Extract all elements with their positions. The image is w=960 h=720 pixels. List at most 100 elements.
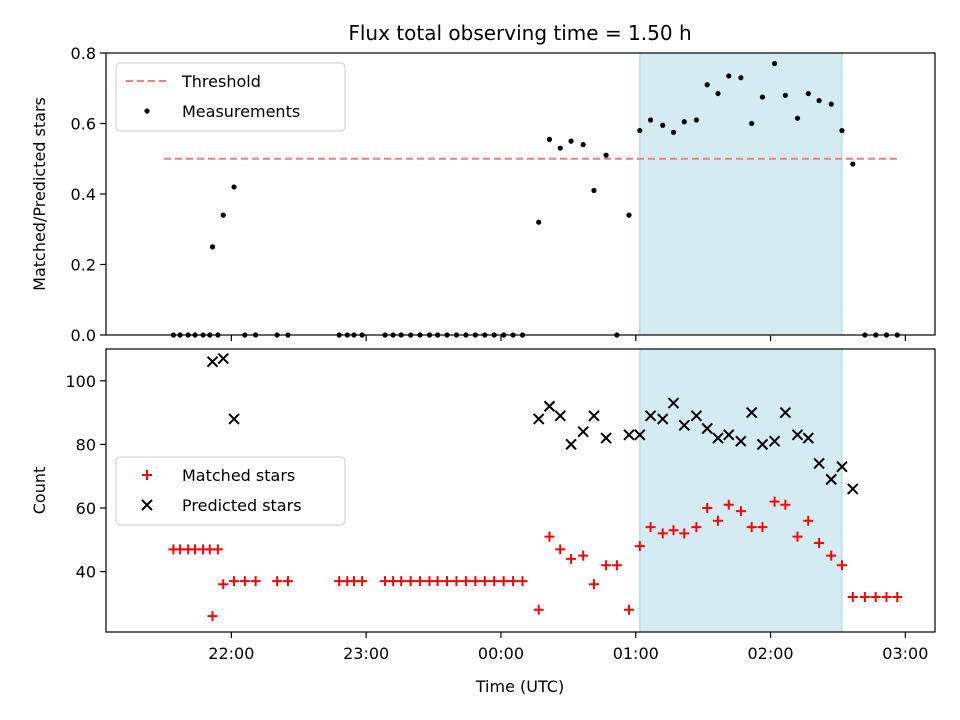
data-point xyxy=(250,576,261,587)
data-point xyxy=(679,528,690,539)
ratio-series-0 xyxy=(170,60,900,338)
count-series-1 xyxy=(206,352,859,495)
data-point xyxy=(881,592,892,603)
data-point xyxy=(749,120,755,127)
data-point xyxy=(557,145,563,151)
data-point xyxy=(892,592,903,603)
data-point xyxy=(791,429,804,441)
data-point xyxy=(470,576,481,587)
x-tick-label: 01:00 xyxy=(613,644,659,663)
data-point xyxy=(813,457,825,470)
data-point xyxy=(239,576,250,587)
data-point xyxy=(546,136,553,142)
data-point xyxy=(489,576,500,587)
data-point xyxy=(745,406,758,419)
data-point xyxy=(712,515,723,526)
data-point xyxy=(702,502,713,513)
legend-label: Threshold xyxy=(181,72,261,91)
data-point xyxy=(578,550,589,561)
data-point xyxy=(660,122,666,128)
data-point xyxy=(588,410,600,422)
data-point xyxy=(746,522,757,533)
data-point xyxy=(836,560,847,571)
data-point xyxy=(231,184,237,190)
data-point xyxy=(667,397,680,409)
x-tick-label: 00:00 xyxy=(478,644,524,663)
count-legend: Matched stars Predicted stars xyxy=(115,456,346,526)
data-point xyxy=(508,576,519,587)
data-point xyxy=(580,142,586,148)
data-point xyxy=(603,152,609,158)
count-panel: 40 60 80 100 22:00 23:00 00:00 01:00 02:00 03:00 C… xyxy=(30,348,936,663)
data-point xyxy=(826,550,837,561)
data-point xyxy=(780,499,791,510)
ratio-y-axis-label: Matched/Predicted stars xyxy=(30,97,49,291)
data-point xyxy=(282,576,293,587)
data-point xyxy=(712,432,724,444)
data-point xyxy=(771,60,778,67)
legend-label: Predicted stars xyxy=(182,496,302,515)
data-point xyxy=(218,579,229,590)
data-point xyxy=(670,129,677,135)
data-point xyxy=(657,413,669,425)
ratio-legend: Threshold Measurements xyxy=(115,62,346,132)
y-tick-label: 80 xyxy=(76,435,96,454)
count-series-0 xyxy=(168,496,903,622)
data-point xyxy=(517,576,528,587)
data-point xyxy=(769,496,780,507)
data-point xyxy=(634,541,645,552)
y-tick-label: 60 xyxy=(76,499,96,518)
legend-predicted-swatch xyxy=(141,499,153,511)
chart-title: Flux total observing time = 1.50 h xyxy=(348,21,691,45)
data-point xyxy=(272,576,283,587)
data-point xyxy=(768,435,781,447)
data-point xyxy=(647,117,654,123)
data-point xyxy=(678,419,690,432)
data-point xyxy=(611,560,622,571)
data-point xyxy=(207,611,218,622)
data-point xyxy=(532,413,545,425)
x-tick-label: 22:00 xyxy=(208,644,254,663)
data-point xyxy=(432,576,443,587)
data-point xyxy=(577,425,589,438)
data-point xyxy=(544,531,555,542)
data-point xyxy=(779,406,792,419)
y-tick-label: 0.4 xyxy=(71,185,96,204)
legend-frame xyxy=(115,62,346,132)
data-point xyxy=(756,438,769,451)
data-point xyxy=(600,432,612,444)
ratio-panel: 0.0 0.2 0.4 0.6 0.8 Matched/Predicted stars Th… xyxy=(30,44,936,345)
data-point xyxy=(828,101,834,107)
data-point xyxy=(792,531,803,542)
x-axis-label: Time (UTC) xyxy=(475,677,564,696)
data-point xyxy=(657,528,668,539)
y-tick-label: 0.0 xyxy=(71,326,96,345)
y-tick-label: 0.8 xyxy=(71,44,96,63)
data-point xyxy=(479,576,490,587)
y-tick-label: 40 xyxy=(76,563,96,582)
data-point xyxy=(624,604,635,615)
data-point xyxy=(217,352,229,365)
data-point xyxy=(814,537,825,548)
data-point xyxy=(554,410,566,422)
data-point xyxy=(836,460,848,473)
data-point xyxy=(690,410,703,422)
legend-label: Measurements xyxy=(182,102,300,121)
data-point xyxy=(691,522,702,533)
ratio-shaded-window xyxy=(639,52,843,336)
data-point xyxy=(566,553,577,564)
data-point xyxy=(229,576,240,587)
data-point xyxy=(212,544,223,555)
data-point xyxy=(209,244,216,250)
data-point xyxy=(847,483,859,495)
data-point xyxy=(681,119,687,125)
data-point xyxy=(805,90,811,97)
data-point xyxy=(626,212,632,218)
data-point xyxy=(405,576,416,587)
count-y-axis-label: Count xyxy=(30,467,49,515)
data-point xyxy=(415,576,426,587)
data-point xyxy=(735,435,747,447)
data-point xyxy=(704,82,710,88)
data-point xyxy=(220,212,226,218)
data-point xyxy=(591,187,597,194)
